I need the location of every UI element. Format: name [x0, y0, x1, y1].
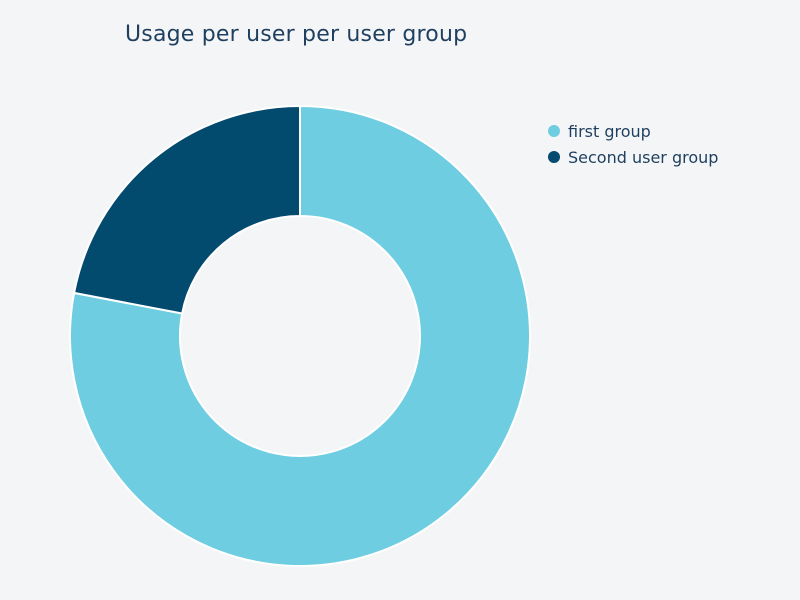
legend-swatch-first-group [548, 125, 560, 137]
donut-slice-2[interactable] [72, 104, 301, 315]
legend-item-first-group[interactable]: first group [548, 118, 718, 144]
legend-swatch-second-user-group [548, 151, 560, 163]
donut-slices [69, 104, 531, 567]
legend-label-first-group: first group [568, 121, 651, 141]
chart-legend: first group Second user group [548, 118, 718, 170]
donut-slice-1[interactable] [69, 104, 531, 567]
legend-label-second-user-group: Second user group [568, 147, 719, 167]
chart-title: Usage per user per user group [125, 22, 468, 47]
legend-item-second-user-group[interactable]: Second user group [548, 144, 718, 170]
